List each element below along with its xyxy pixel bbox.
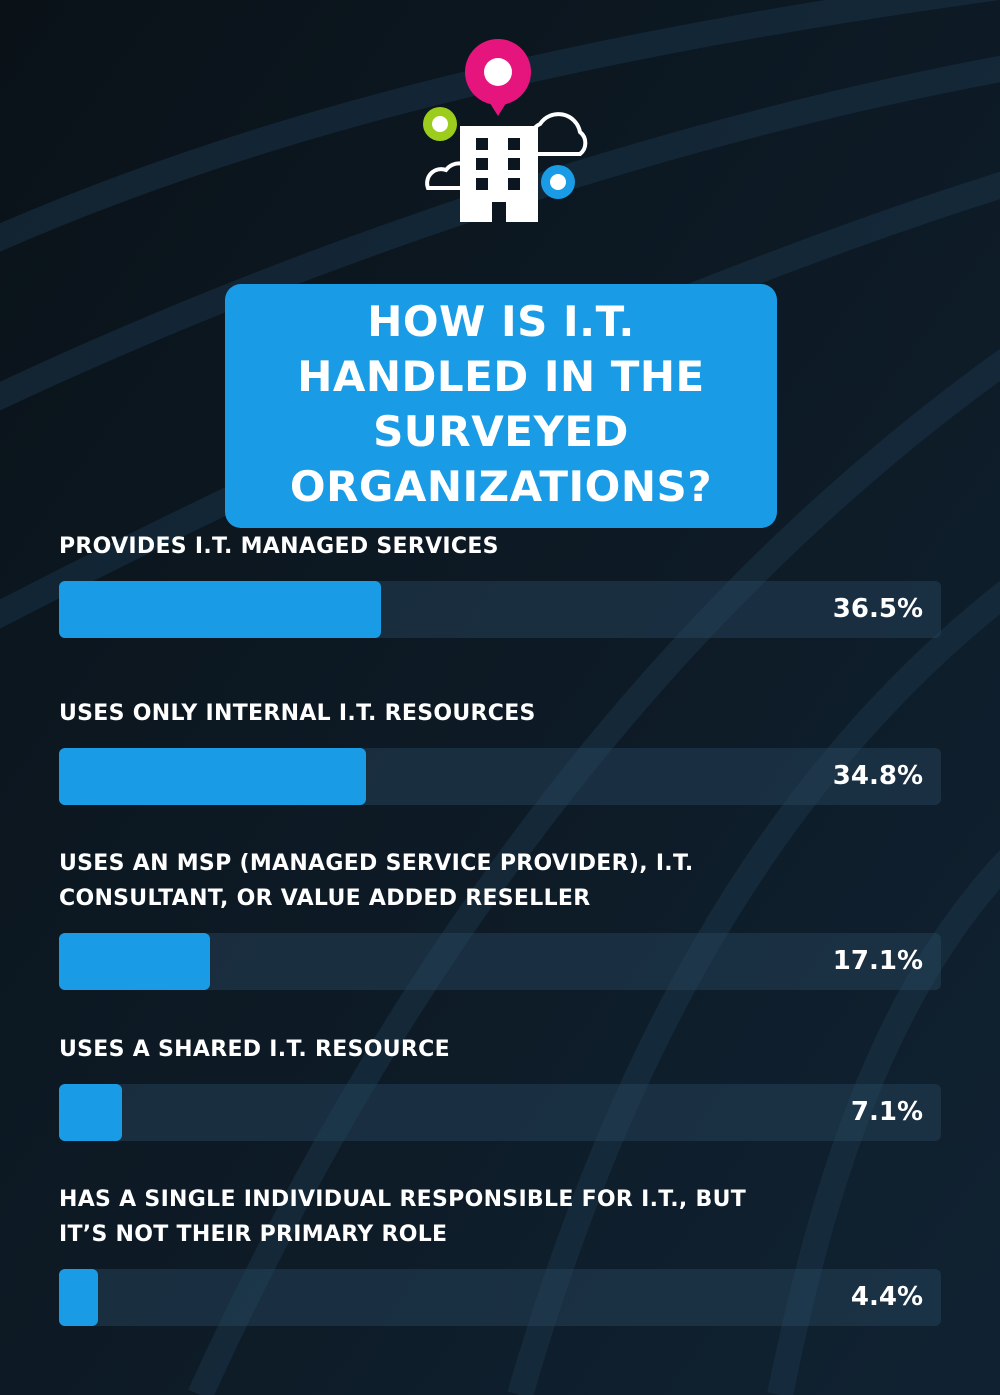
category-label: HAS A SINGLE INDIVIDUAL RESPONSIBLE FOR … xyxy=(59,1187,747,1247)
icon xyxy=(423,39,588,222)
bar xyxy=(59,748,366,805)
category-label: USES AN MSP (MANAGED SERVICE PROVIDER), … xyxy=(59,851,694,911)
category-label: PROVIDES I.T. MANAGED SERVICES xyxy=(59,534,499,559)
chart-title: HOW IS I.T. HANDLED IN THE SURVEYED ORGA… xyxy=(225,284,777,528)
bar xyxy=(59,581,381,638)
bar-track: 34.8% xyxy=(59,748,941,805)
bar-track: 36.5% xyxy=(59,581,941,638)
value-label: 4.4% xyxy=(850,1282,923,1312)
value-label: 17.1% xyxy=(832,946,923,976)
category-label: USES A SHARED I.T. RESOURCE xyxy=(59,1037,450,1062)
value-label: 34.8% xyxy=(832,761,923,791)
value-label: 36.5% xyxy=(832,594,923,624)
bar-track: 7.1% xyxy=(59,1084,941,1141)
bar-track: 17.1% xyxy=(59,933,941,990)
bar xyxy=(59,1084,122,1141)
bar xyxy=(59,1269,98,1326)
bar-track: 4.4% xyxy=(59,1269,941,1326)
bar xyxy=(59,933,210,990)
category-label: USES ONLY INTERNAL I.T. RESOURCES xyxy=(59,701,536,726)
value-label: 7.1% xyxy=(850,1097,923,1127)
